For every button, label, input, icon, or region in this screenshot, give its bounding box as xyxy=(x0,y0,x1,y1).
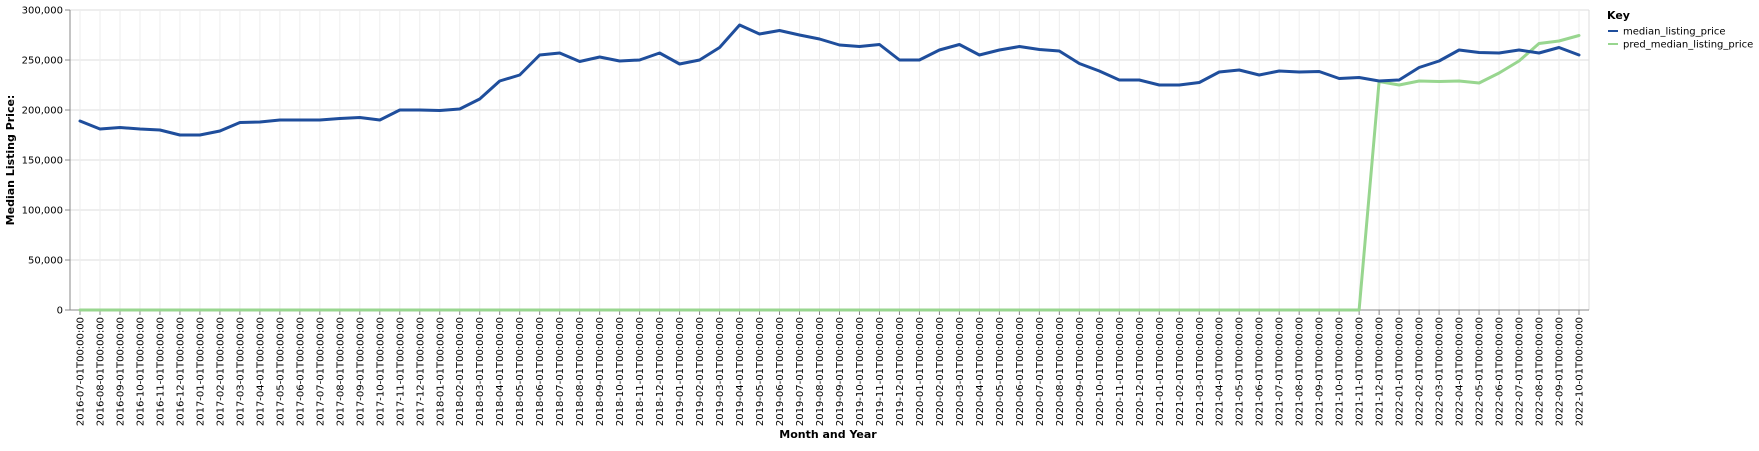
x-tick-label: 2020-03-01T00:00:00 xyxy=(955,317,966,426)
x-tick-label: 2021-02-01T00:00:00 xyxy=(1175,317,1186,426)
x-tick-label: 2020-02-01T00:00:00 xyxy=(935,317,946,426)
x-tick-label: 2021-10-01T00:00:00 xyxy=(1335,317,1346,426)
x-tick-label: 2020-04-01T00:00:00 xyxy=(975,317,986,426)
series-line-median-listing-price xyxy=(78,23,1581,137)
x-tick-label: 2022-02-01T00:00:00 xyxy=(1415,317,1426,426)
x-tick-label: 2021-08-01T00:00:00 xyxy=(1295,317,1306,426)
x-tick-label: 2020-09-01T00:00:00 xyxy=(1075,317,1086,426)
x-tick-label: 2021-05-01T00:00:00 xyxy=(1235,317,1246,426)
x-tick-label: 2022-04-01T00:00:00 xyxy=(1455,317,1466,426)
x-tick-label: 2017-05-01T00:00:00 xyxy=(275,317,286,426)
x-tick-label: 2022-10-01T00:00:00 xyxy=(1575,317,1586,426)
x-tick-label: 2022-08-01T00:00:00 xyxy=(1535,317,1546,426)
y-tick-label: 50,000 xyxy=(28,256,63,267)
x-tick-label: 2018-12-01T00:00:00 xyxy=(655,317,666,426)
x-tick-label: 2019-06-01T00:00:00 xyxy=(775,317,786,426)
x-tick-label: 2018-07-01T00:00:00 xyxy=(555,317,566,426)
y-tick-label: 0 xyxy=(57,306,63,317)
x-tick-label: 2019-04-01T00:00:00 xyxy=(735,317,746,426)
x-tick-label: 2022-09-01T00:00:00 xyxy=(1555,317,1566,426)
x-tick-label: 2017-11-01T00:00:00 xyxy=(395,317,406,426)
legend-title: Key xyxy=(1607,9,1630,22)
x-tick-label: 2020-06-01T00:00:00 xyxy=(1015,317,1026,426)
x-tick-label: 2020-01-01T00:00:00 xyxy=(915,317,926,426)
y-axis-title: Median Listing Price: xyxy=(4,95,17,226)
x-tick-label: 2018-01-01T00:00:00 xyxy=(435,317,446,426)
x-tick-label: 2019-01-01T00:00:00 xyxy=(675,317,686,426)
x-tick-label: 2016-08-01T00:00:00 xyxy=(95,317,106,426)
x-tick-label: 2022-03-01T00:00:00 xyxy=(1435,317,1446,426)
x-tick-label: 2019-11-01T00:00:00 xyxy=(875,317,886,426)
axes: 0 50,000 100,000 150,000 200,000 250,000 300,0… xyxy=(22,6,1589,426)
legend-label: median_listing_price xyxy=(1623,27,1726,38)
x-tick-label: 2021-03-01T00:00:00 xyxy=(1195,317,1206,426)
x-tick-label: 2022-07-01T00:00:00 xyxy=(1515,317,1526,426)
x-tick-label: 2018-08-01T00:00:00 xyxy=(575,317,586,426)
x-tick-label: 2019-10-01T00:00:00 xyxy=(855,317,866,426)
x-tick-label: 2019-05-01T00:00:00 xyxy=(755,317,766,426)
series-line-pred-median-listing-price xyxy=(78,34,1581,312)
y-tick-label: 200,000 xyxy=(22,106,63,117)
x-tick-label: 2018-10-01T00:00:00 xyxy=(615,317,626,426)
x-tick-label: 2017-07-01T00:00:00 xyxy=(315,317,326,426)
x-tick-label: 2019-07-01T00:00:00 xyxy=(795,317,806,426)
x-tick-label: 2020-12-01T00:00:00 xyxy=(1135,317,1146,426)
x-tick-label: 2018-04-01T00:00:00 xyxy=(495,317,506,426)
x-tick-label: 2019-02-01T00:00:00 xyxy=(695,317,706,426)
x-tick-label: 2021-01-01T00:00:00 xyxy=(1155,317,1166,426)
x-tick-label: 2021-12-01T00:00:00 xyxy=(1375,317,1386,426)
x-tick-label: 2019-09-01T00:00:00 xyxy=(835,317,846,426)
x-tick-label: 2019-12-01T00:00:00 xyxy=(895,317,906,426)
x-tick-label: 2017-10-01T00:00:00 xyxy=(375,317,386,426)
x-tick-label: 2016-12-01T00:00:00 xyxy=(175,317,186,426)
x-tick-label: 2017-01-01T00:00:00 xyxy=(195,317,206,426)
x-tick-label: 2017-06-01T00:00:00 xyxy=(295,317,306,426)
y-tick-label: 300,000 xyxy=(22,6,63,17)
x-tick-label: 2017-03-01T00:00:00 xyxy=(235,317,246,426)
x-axis-title: Month and Year xyxy=(779,428,877,441)
x-tick-label: 2016-09-01T00:00:00 xyxy=(115,317,126,426)
x-tick-label: 2017-08-01T00:00:00 xyxy=(335,317,346,426)
x-tick-label: 2016-07-01T00:00:00 xyxy=(76,317,87,426)
y-tick-label: 150,000 xyxy=(22,156,63,167)
x-tick-label: 2022-01-01T00:00:00 xyxy=(1395,317,1406,426)
x-tick-label: 2020-10-01T00:00:00 xyxy=(1095,317,1106,426)
legend: Key median_listing_price pred_median_list… xyxy=(1607,9,1753,51)
x-tick-label: 2018-11-01T00:00:00 xyxy=(635,317,646,426)
x-tick-label: 2017-04-01T00:00:00 xyxy=(255,317,266,426)
x-tick-label: 2017-12-01T00:00:00 xyxy=(415,317,426,426)
x-tick-label: 2017-09-01T00:00:00 xyxy=(355,317,366,426)
x-tick-label: 2017-02-01T00:00:00 xyxy=(215,317,226,426)
x-tick-label: 2018-09-01T00:00:00 xyxy=(595,317,606,426)
x-tick-label: 2020-11-01T00:00:00 xyxy=(1115,317,1126,426)
x-tick-label: 2021-09-01T00:00:00 xyxy=(1315,317,1326,426)
x-tick-label: 2022-06-01T00:00:00 xyxy=(1495,317,1506,426)
x-tick-label: 2016-10-01T00:00:00 xyxy=(135,317,146,426)
x-tick-label: 2016-11-01T00:00:00 xyxy=(155,317,166,426)
x-tick-label: 2021-06-01T00:00:00 xyxy=(1255,317,1266,426)
x-tick-label: 2020-07-01T00:00:00 xyxy=(1035,317,1046,426)
x-tick-label: 2018-06-01T00:00:00 xyxy=(535,317,546,426)
x-tick-label: 2021-04-01T00:00:00 xyxy=(1215,317,1226,426)
gridlines xyxy=(70,9,1590,311)
x-tick-label: 2020-08-01T00:00:00 xyxy=(1055,317,1066,426)
x-tick-label: 2019-03-01T00:00:00 xyxy=(715,317,726,426)
x-tick-label: 2021-07-01T00:00:00 xyxy=(1275,317,1286,426)
x-tick-label: 2018-03-01T00:00:00 xyxy=(475,317,486,426)
legend-label: pred_median_listing_price xyxy=(1623,40,1753,51)
y-tick-label: 100,000 xyxy=(22,206,63,217)
y-tick-label: 250,000 xyxy=(22,56,63,67)
x-tick-label: 2018-02-01T00:00:00 xyxy=(455,317,466,426)
x-tick-label: 2022-05-01T00:00:00 xyxy=(1475,317,1486,426)
x-tick-label: 2019-08-01T00:00:00 xyxy=(815,317,826,426)
x-tick-label: 2020-05-01T00:00:00 xyxy=(995,317,1006,426)
x-tick-label: 2018-05-01T00:00:00 xyxy=(515,317,526,426)
x-tick-label: 2021-11-01T00:00:00 xyxy=(1355,317,1366,426)
series-lines xyxy=(78,23,1581,312)
